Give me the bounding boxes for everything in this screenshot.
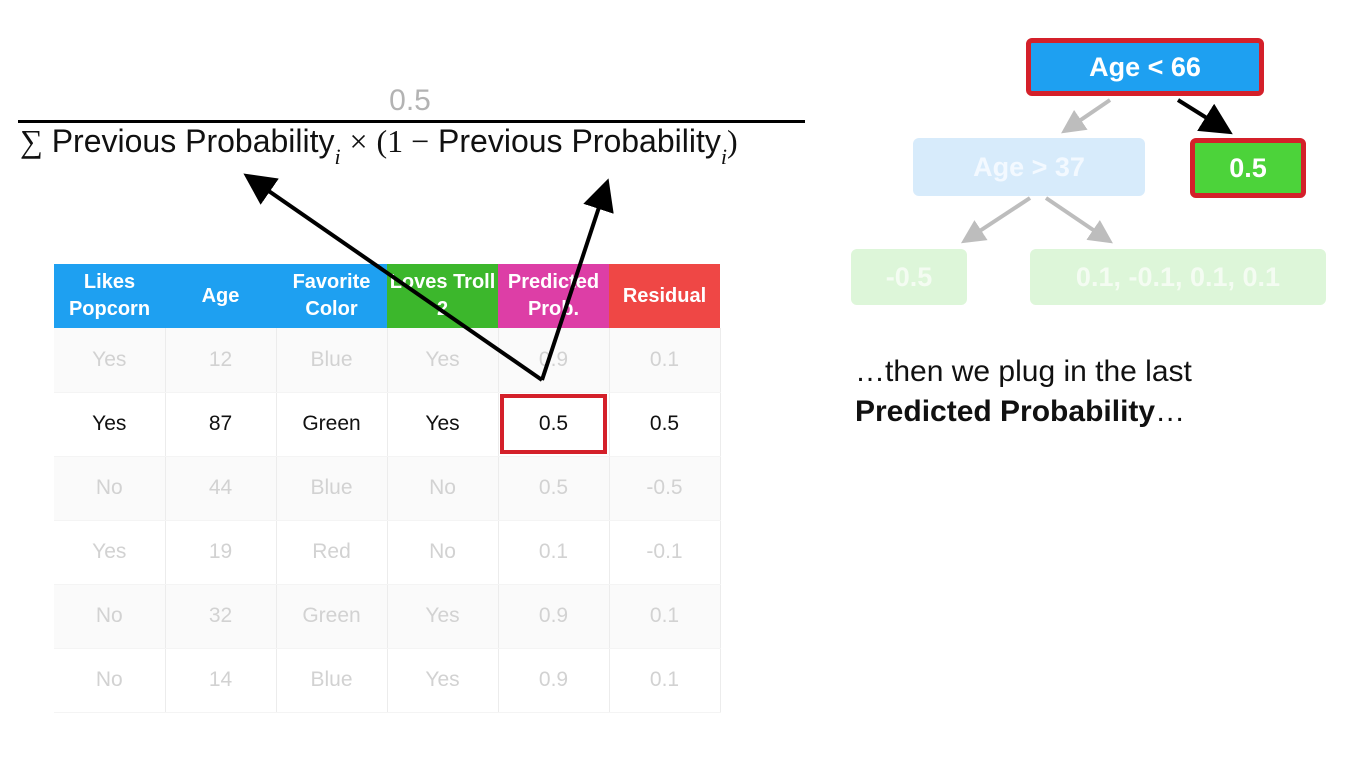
cell: No (387, 520, 499, 585)
table-row: No 32 Green Yes 0.9 0.1 (54, 584, 721, 649)
cell: No (54, 456, 166, 521)
cell: 32 (165, 584, 277, 649)
subscript-i-2: i (720, 144, 727, 169)
cell: -0.1 (609, 520, 721, 585)
cell: No (54, 584, 166, 649)
previous-probability-term-2: Previous Probability (438, 123, 721, 159)
cell: Blue (276, 648, 388, 713)
formula-arrow-right (540, 178, 614, 381)
formula-numerator: 0.5 (389, 84, 431, 117)
cell: 0.1 (609, 328, 721, 393)
cell: Green (276, 392, 388, 457)
cell: -0.5 (609, 456, 721, 521)
table-row: No 44 Blue No 0.5 -0.5 (54, 456, 721, 521)
times-symbol: × (349, 123, 368, 159)
tree-edge-faded (1061, 98, 1112, 134)
tree-edge-faded (1044, 196, 1113, 244)
header-predicted-prob: Predicted Prob. (498, 264, 609, 328)
cell: 44 (165, 456, 277, 521)
cell: Blue (276, 328, 388, 393)
cell: 0.9 (498, 648, 610, 713)
cell: 0.1 (609, 584, 721, 649)
tree-edge-active (1176, 98, 1233, 135)
tree-leaf-highlighted: 0.5 (1190, 138, 1306, 198)
fraction-bar (18, 120, 805, 123)
caption-line-2: Predicted Probability… (855, 392, 1295, 432)
cell: 0.9 (498, 584, 610, 649)
cell: 12 (165, 328, 277, 393)
tree-split-node: Age > 37 (913, 138, 1145, 196)
cell: Green (276, 584, 388, 649)
tree-leaf-right: 0.1, -0.1, 0.1, 0.1 (1030, 249, 1326, 305)
cell: Yes (54, 392, 166, 457)
previous-probability-term-1: Previous Probability (51, 123, 335, 159)
sum-symbol: ∑ (20, 123, 43, 159)
formula-denominator: ∑ Previous Probabilityi × (1 − Previous … (20, 123, 810, 169)
cell: Yes (54, 328, 166, 393)
cell: 19 (165, 520, 277, 585)
tree-leaf-left: -0.5 (851, 249, 967, 305)
cell: No (54, 648, 166, 713)
cell: 0.1 (609, 648, 721, 713)
highlighted-predicted-prob-cell: 0.5 (498, 392, 610, 457)
caption-bold: Predicted Probability (855, 395, 1156, 428)
tree-edge-faded (960, 196, 1032, 244)
caption-ellipsis: … (1155, 395, 1186, 428)
cell: No (387, 456, 499, 521)
header-residual: Residual (609, 264, 720, 328)
cell: 87 (165, 392, 277, 457)
one-minus: (1 − (376, 123, 430, 159)
close-paren: ) (726, 123, 738, 159)
caption-line-1: …then we plug in the last (855, 355, 1192, 388)
formula-arrow-left (243, 173, 544, 382)
cell: 14 (165, 648, 277, 713)
header-favorite-color: Favorite Color (276, 264, 387, 328)
cell: Blue (276, 456, 388, 521)
cell: Yes (387, 392, 499, 457)
cell: Yes (54, 520, 166, 585)
data-table: Likes Popcorn Age Favorite Color Loves T… (54, 264, 721, 713)
subscript-i-1: i (334, 144, 341, 169)
caption: …then we plug in the last Predicted Prob… (855, 352, 1295, 432)
table-row: No 14 Blue Yes 0.9 0.1 (54, 648, 721, 713)
cell: 0.5 (609, 392, 721, 457)
header-age: Age (165, 264, 276, 328)
table-row-active: Yes 87 Green Yes 0.5 0.5 (54, 392, 721, 457)
cell: 0.1 (498, 520, 610, 585)
header-likes-popcorn: Likes Popcorn (54, 264, 165, 328)
cell: Yes (387, 648, 499, 713)
cell: Red (276, 520, 388, 585)
table-row: Yes 19 Red No 0.1 -0.1 (54, 520, 721, 585)
cell: 0.5 (498, 456, 610, 521)
cell: Yes (387, 584, 499, 649)
tree-root-node: Age < 66 (1026, 38, 1264, 96)
